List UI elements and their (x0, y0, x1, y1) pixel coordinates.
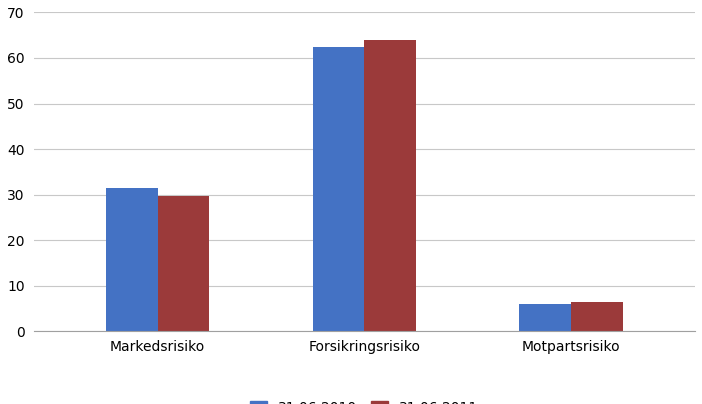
Bar (158, 196, 209, 331)
Bar (571, 302, 623, 331)
Bar (312, 46, 364, 331)
Bar (364, 40, 416, 331)
Bar (106, 188, 158, 331)
Bar (519, 304, 571, 331)
Legend: 31.06.2010, 31.06.2011: 31.06.2010, 31.06.2011 (245, 396, 484, 404)
